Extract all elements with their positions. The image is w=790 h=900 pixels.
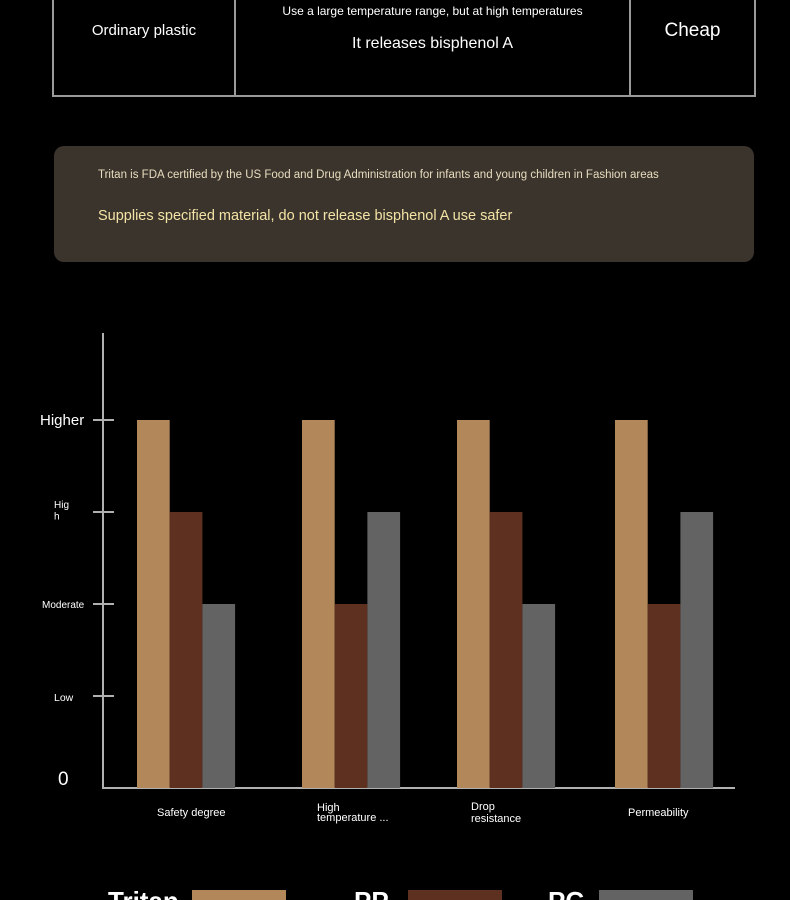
material-cell: Ordinary plastic xyxy=(54,0,236,95)
description-line-1: Use a large temperature range, but at hi… xyxy=(282,4,583,18)
y-tick-label: 0 xyxy=(58,769,69,790)
y-tick-label: Hig h xyxy=(54,500,69,523)
x-tick-label: Drop resistance xyxy=(471,801,521,825)
bar-pp xyxy=(489,512,523,788)
x-tick-label: Permeability xyxy=(628,807,689,819)
y-tick-label: Low xyxy=(54,692,74,704)
price-text: Cheap xyxy=(664,20,721,41)
y-tick-label: Moderate xyxy=(42,600,85,611)
y-tick-label: Higher xyxy=(40,412,84,429)
bar-pc xyxy=(202,604,236,788)
bar-pc xyxy=(367,512,401,788)
x-tick-label: Safety degree xyxy=(157,807,226,819)
x-tick-label: High temperature ... xyxy=(317,802,389,824)
legend-label-tritan: Tritan xyxy=(108,886,179,900)
bar-tritan xyxy=(457,420,490,788)
note-line-1: Tritan is FDA certified by the US Food a… xyxy=(98,169,659,181)
tritan-note-box: Tritan is FDA certified by the US Food a… xyxy=(54,146,754,262)
legend-label-pc: PC xyxy=(548,886,584,900)
price-cell: Cheap xyxy=(631,0,754,95)
description-line-2: It releases bisphenol A xyxy=(352,35,513,52)
description-cell: Use a large temperature range, but at hi… xyxy=(236,0,631,95)
bar-tritan xyxy=(302,420,335,788)
legend-swatch-pc xyxy=(599,890,693,900)
bar-tritan xyxy=(137,420,170,788)
note-line-2: Supplies specified material, do not rele… xyxy=(98,208,513,224)
bar-pp xyxy=(334,604,368,788)
bar-pp xyxy=(169,512,203,788)
material-name: Ordinary plastic xyxy=(91,22,197,39)
legend-label-pp: PP xyxy=(354,886,389,900)
bar-tritan xyxy=(615,420,648,788)
comparison-table: Ordinary plastic Use a large temperature… xyxy=(52,0,756,97)
legend-swatch-tritan xyxy=(192,890,286,900)
bar-pp xyxy=(647,604,681,788)
legend-swatch-pp xyxy=(408,890,502,900)
bar-pc xyxy=(522,604,556,788)
bar-pc xyxy=(680,512,714,788)
